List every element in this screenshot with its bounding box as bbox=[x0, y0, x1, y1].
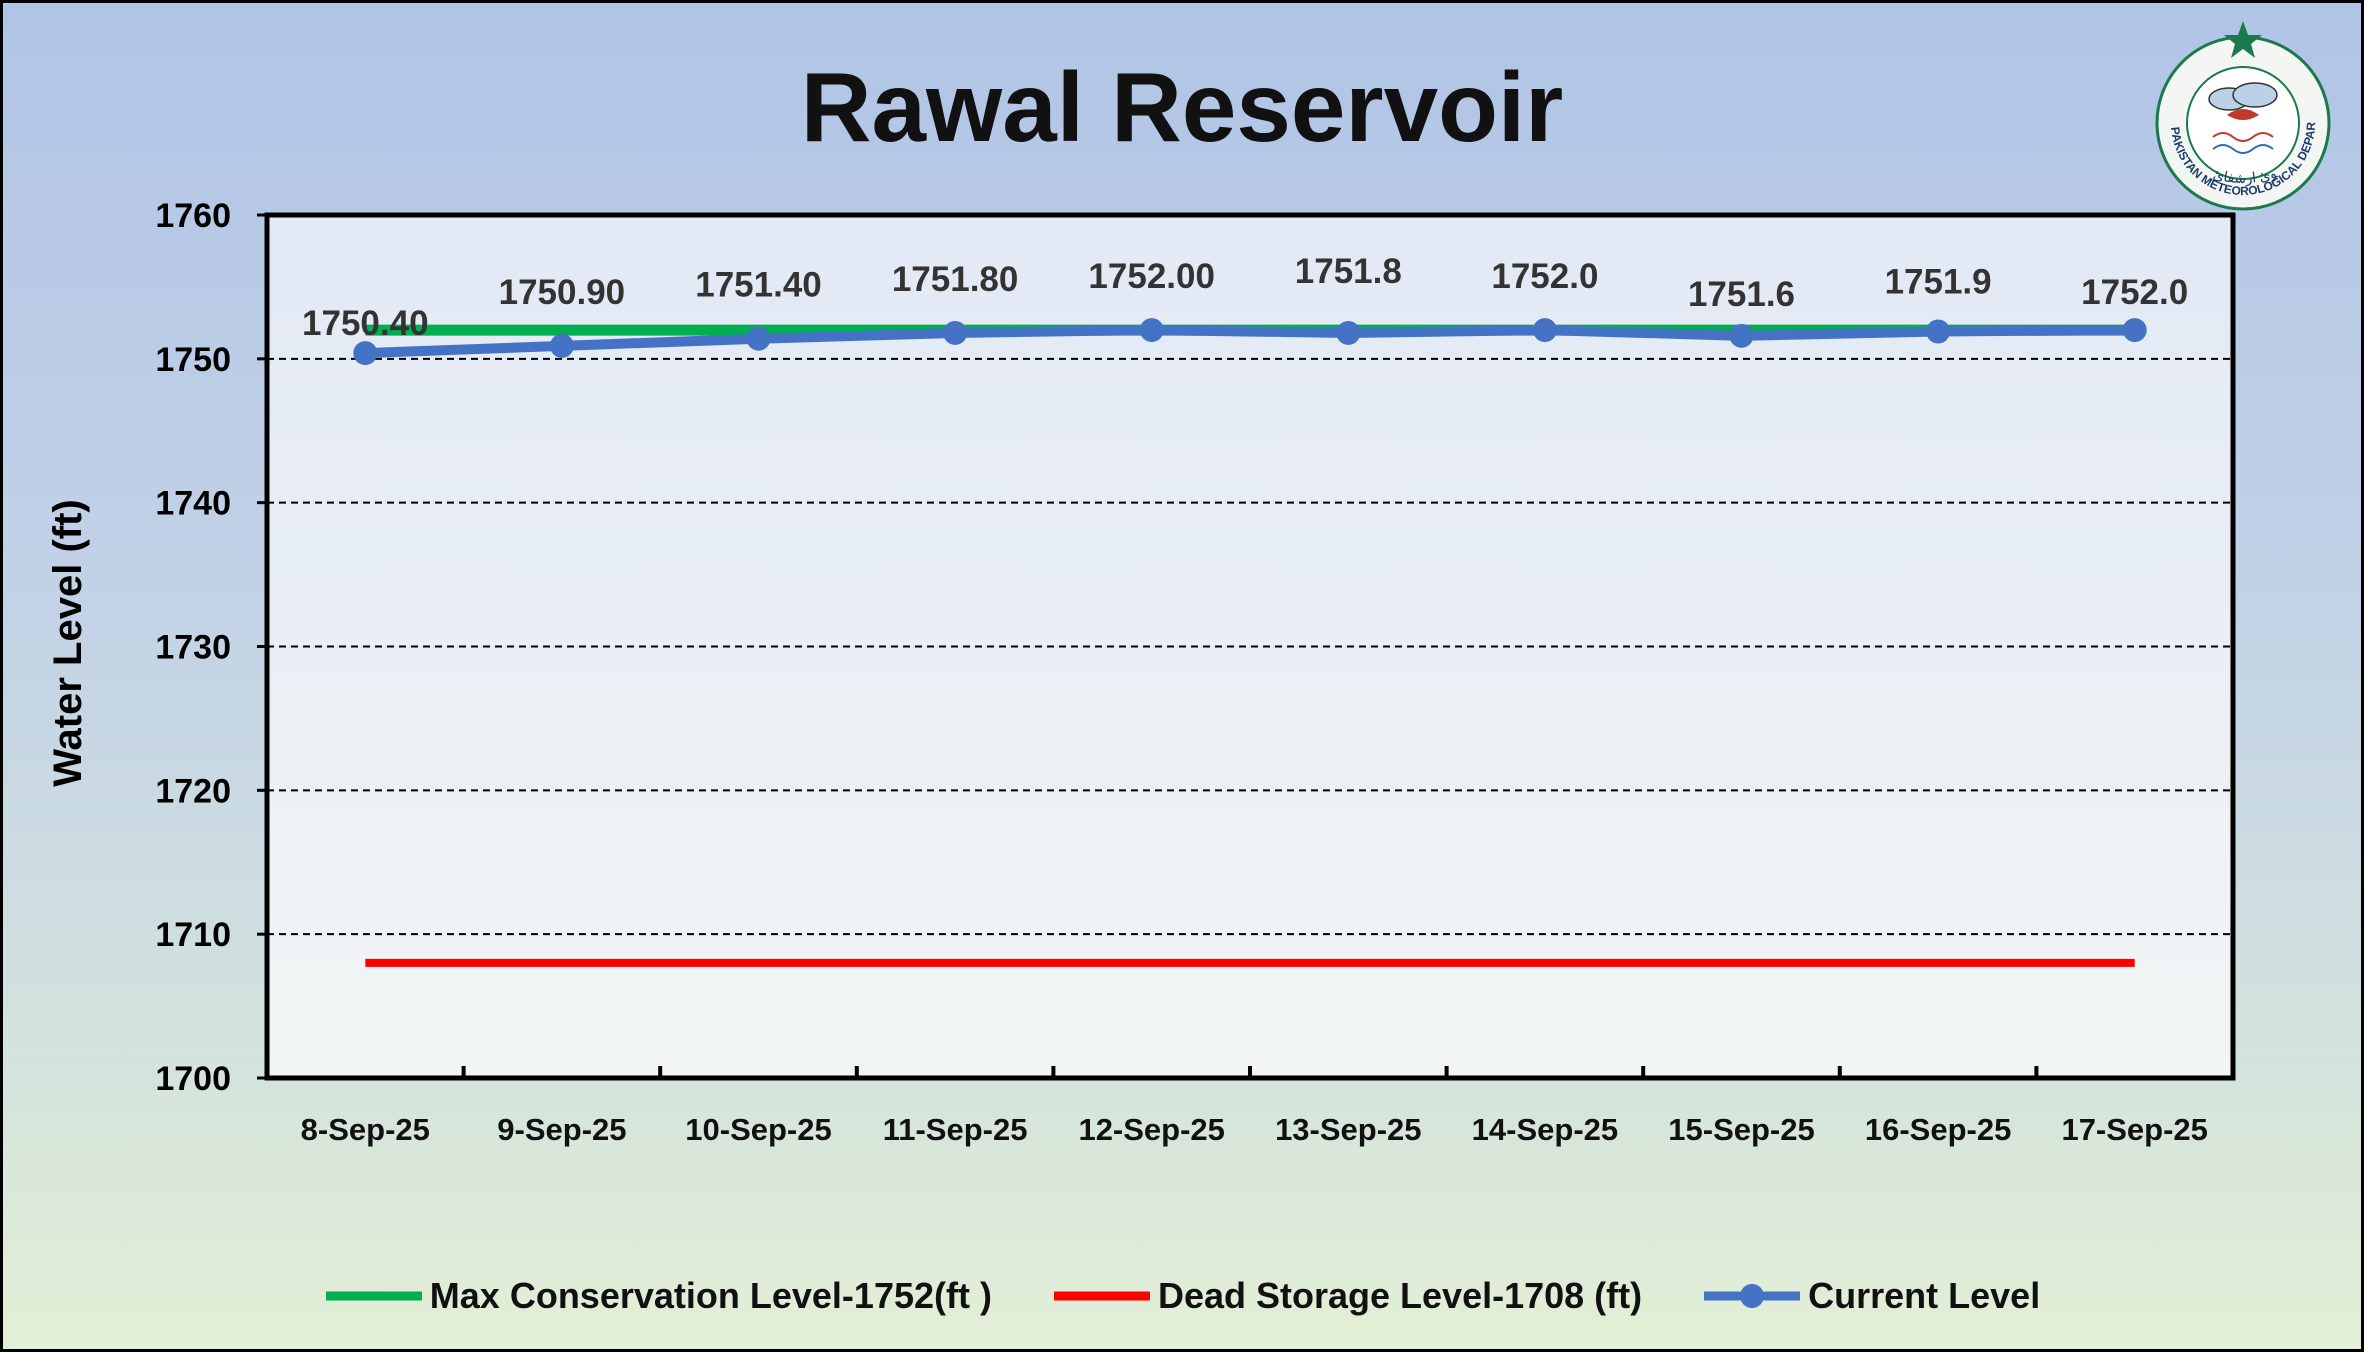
data-label: 1751.40 bbox=[695, 266, 822, 305]
data-point bbox=[549, 333, 574, 358]
data-label: 1751.8 bbox=[1295, 252, 1402, 291]
x-tick-label: 13-Sep-25 bbox=[1275, 1112, 1421, 1147]
x-tick-label: 16-Sep-25 bbox=[1865, 1112, 2011, 1147]
legend-item-current-level: Current Level bbox=[1702, 1275, 2040, 1317]
legend: Max Conservation Level-1752(ft ) Dead St… bbox=[3, 1275, 2361, 1317]
data-point bbox=[353, 341, 378, 366]
x-tick-label: 9-Sep-25 bbox=[497, 1112, 626, 1147]
data-label: 1751.80 bbox=[892, 260, 1019, 299]
data-label: 1752.0 bbox=[1491, 257, 1598, 296]
data-point bbox=[1532, 318, 1557, 343]
legend-label-current-level: Current Level bbox=[1808, 1275, 2041, 1316]
x-tick-label: 12-Sep-25 bbox=[1078, 1112, 1224, 1147]
x-axis-ticks: 8-Sep-25 9-Sep-25 10-Sep-25 11-Sep-25 12-Sep… bbox=[301, 1066, 2208, 1147]
chart-title: Rawal Reservoir bbox=[800, 52, 1564, 162]
legend-item-dead-storage: Dead Storage Level-1708 (ft) bbox=[1052, 1275, 1642, 1317]
data-label: 1752.0 bbox=[2081, 273, 2188, 312]
pmd-logo: PAKISTAN METEOROLOGICAL DEPARTMENT لابت … bbox=[2143, 15, 2331, 211]
legend-swatch-max-conservation bbox=[325, 1291, 422, 1301]
y-tick-label: 1710 bbox=[155, 916, 231, 954]
legend-swatch-dead-storage bbox=[1053, 1291, 1150, 1301]
y-tick-label: 1750 bbox=[155, 341, 231, 379]
x-tick-label: 17-Sep-25 bbox=[2061, 1112, 2207, 1147]
chart-svg: 1760 1750 1740 1730 1720 1710 1700 8-Sep-25 9-S… bbox=[46, 197, 2236, 1147]
y-tick-label: 1730 bbox=[155, 629, 231, 667]
data-point bbox=[1139, 318, 1164, 343]
x-tick-label: 8-Sep-25 bbox=[301, 1112, 430, 1147]
legend-item-max-conservation: Max Conservation Level-1752(ft ) bbox=[324, 1275, 992, 1317]
legend-swatch-current-level bbox=[1704, 1284, 1801, 1308]
data-label: 1750.40 bbox=[302, 304, 429, 343]
y-tick-label: 1720 bbox=[155, 772, 231, 810]
y-tick-label: 1700 bbox=[155, 1060, 231, 1098]
y-axis-ticks: 1760 1750 1740 1730 1720 1710 1700 bbox=[155, 197, 267, 1098]
series-line-current-level bbox=[365, 325, 2135, 359]
series-layer bbox=[353, 318, 2147, 967]
star-icon bbox=[2224, 21, 2262, 58]
data-label: 1751.9 bbox=[1885, 263, 1992, 302]
legend-label-dead-storage: Dead Storage Level-1708 (ft) bbox=[1157, 1275, 1643, 1316]
data-point bbox=[746, 326, 771, 351]
legend-label-max-conservation: Max Conservation Level-1752(ft ) bbox=[429, 1275, 992, 1316]
data-label: 1752.00 bbox=[1088, 257, 1215, 296]
x-tick-label: 14-Sep-25 bbox=[1472, 1112, 1618, 1147]
data-point bbox=[1336, 320, 1361, 345]
data-point bbox=[2122, 318, 2147, 343]
x-tick-label: 11-Sep-25 bbox=[883, 1112, 1028, 1147]
x-tick-label: 10-Sep-25 bbox=[685, 1112, 831, 1147]
data-label: 1751.6 bbox=[1688, 275, 1795, 314]
y-tick-label: 1740 bbox=[155, 485, 231, 523]
x-tick-label: 15-Sep-25 bbox=[1668, 1112, 1814, 1147]
data-labels: 1750.40 1750.90 1751.40 1751.80 1752.00 1751.… bbox=[302, 252, 2188, 343]
data-label: 1750.90 bbox=[499, 273, 626, 312]
y-axis-label: Water Level (ft) bbox=[46, 499, 90, 786]
data-point bbox=[1926, 319, 1951, 344]
gridlines bbox=[267, 357, 2233, 936]
data-point bbox=[943, 320, 968, 345]
y-tick-label: 1760 bbox=[155, 197, 231, 235]
data-point bbox=[1729, 323, 1754, 348]
